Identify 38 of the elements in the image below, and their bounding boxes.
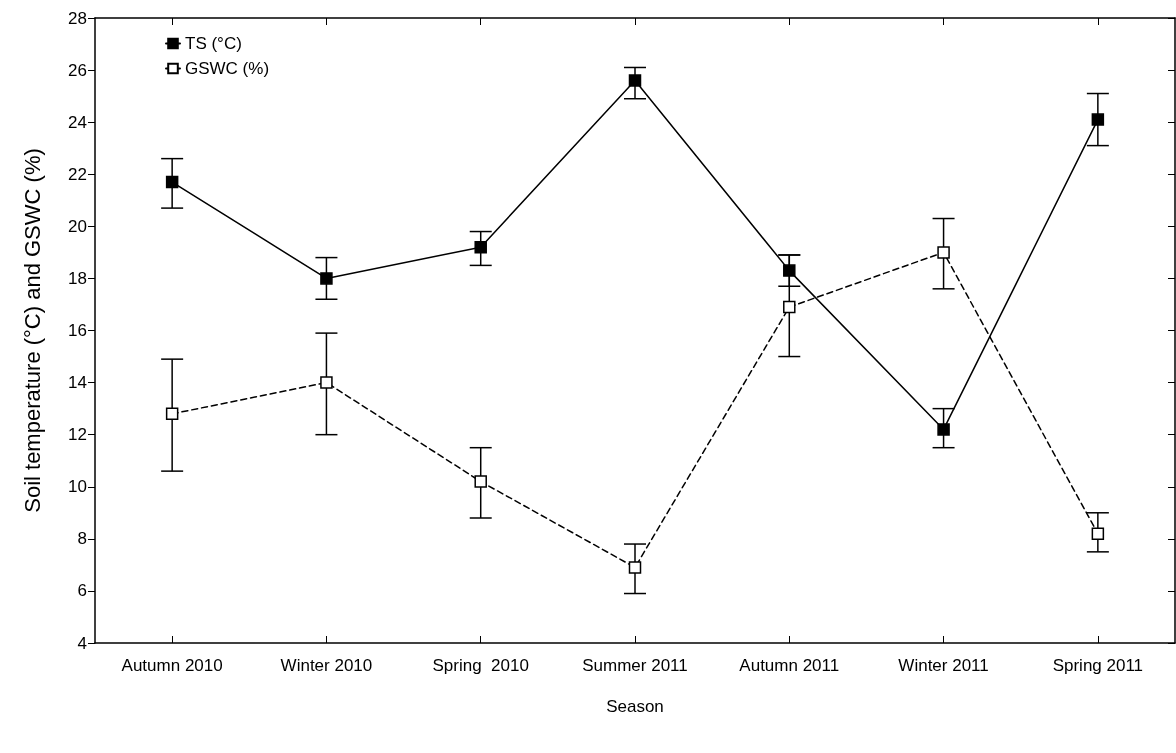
y-tick-label: 24 [68, 112, 87, 132]
x-tick-label: Autumn 2011 [739, 656, 840, 675]
point [937, 423, 950, 436]
x-axis-title: Season [606, 697, 664, 716]
legend-label: TS (°C) [185, 34, 242, 53]
x-tick-label: Spring 2011 [1052, 656, 1144, 675]
point [165, 407, 179, 421]
y-tick-label: 20 [68, 216, 87, 236]
point [1091, 527, 1105, 540]
y-axis-title: Soil temperature (°C) and GSWC (%) [19, 148, 45, 513]
point [474, 475, 487, 488]
x-tick-label: Spring 2010 [432, 656, 529, 675]
point [783, 264, 796, 277]
y-tick-label: 4 [77, 633, 87, 653]
point [783, 300, 796, 314]
y-tick-label: 28 [68, 8, 87, 28]
point [320, 272, 333, 285]
y-tick-label: 10 [68, 477, 87, 497]
y-tick-label: 22 [68, 164, 87, 184]
point [1091, 113, 1105, 126]
point [320, 376, 333, 389]
point [165, 175, 179, 189]
y-tick-label: 26 [68, 60, 87, 80]
y-tick-label: 8 [77, 529, 87, 549]
point [628, 561, 642, 574]
point [474, 240, 487, 254]
y-tick-label: 12 [68, 425, 87, 445]
x-tick-label: Autumn 2010 [121, 656, 223, 675]
x-tick-label: Winter 2011 [898, 656, 989, 675]
y-tick-label: 16 [68, 321, 87, 340]
y-tick-label: 18 [68, 268, 87, 288]
legend-label: GSWC (%) [185, 59, 270, 78]
y-tick-label: 14 [68, 373, 87, 393]
point [937, 246, 950, 259]
y-tick-label: 6 [77, 581, 87, 601]
x-tick-label: Winter 2010 [280, 656, 373, 675]
x-tick-label: Summer 2011 [582, 656, 688, 675]
point [628, 74, 642, 87]
